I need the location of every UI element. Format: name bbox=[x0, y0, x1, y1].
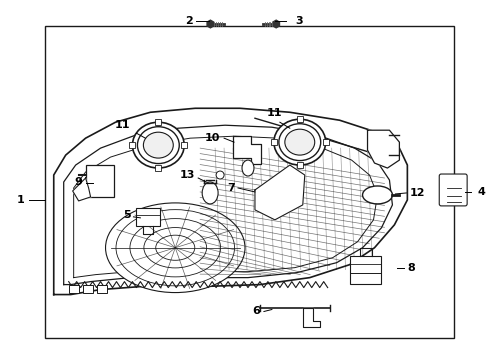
Bar bbox=[136, 208, 160, 226]
Text: 4: 4 bbox=[476, 187, 484, 197]
Text: 1: 1 bbox=[17, 195, 25, 205]
Polygon shape bbox=[206, 20, 213, 28]
Text: 8: 8 bbox=[407, 263, 414, 273]
Ellipse shape bbox=[105, 203, 244, 293]
Polygon shape bbox=[74, 136, 377, 278]
Ellipse shape bbox=[202, 182, 218, 204]
Ellipse shape bbox=[137, 127, 179, 163]
Polygon shape bbox=[272, 20, 279, 28]
Text: 5: 5 bbox=[122, 210, 130, 220]
Polygon shape bbox=[73, 178, 90, 201]
Polygon shape bbox=[54, 108, 407, 294]
Text: 12: 12 bbox=[408, 188, 424, 198]
Bar bbox=[270, 139, 276, 145]
Bar bbox=[129, 142, 135, 148]
FancyBboxPatch shape bbox=[438, 174, 466, 206]
Bar bbox=[68, 285, 79, 293]
Bar bbox=[155, 165, 161, 171]
Ellipse shape bbox=[278, 124, 320, 161]
Bar bbox=[45, 26, 453, 338]
Bar bbox=[82, 285, 92, 293]
Ellipse shape bbox=[216, 171, 224, 179]
Text: 3: 3 bbox=[295, 17, 303, 27]
Polygon shape bbox=[254, 165, 304, 220]
Bar bbox=[322, 139, 328, 145]
Polygon shape bbox=[233, 136, 261, 164]
Ellipse shape bbox=[242, 160, 253, 176]
Ellipse shape bbox=[362, 186, 392, 204]
Ellipse shape bbox=[132, 122, 184, 168]
Bar bbox=[181, 142, 187, 148]
Ellipse shape bbox=[143, 132, 173, 158]
Text: 11: 11 bbox=[266, 108, 282, 118]
Bar bbox=[296, 162, 302, 168]
Polygon shape bbox=[302, 307, 319, 328]
Polygon shape bbox=[367, 130, 399, 168]
Bar bbox=[296, 116, 302, 122]
Text: 11: 11 bbox=[115, 120, 130, 130]
Text: 7: 7 bbox=[227, 183, 235, 193]
Bar bbox=[155, 119, 161, 125]
Bar bbox=[96, 285, 106, 293]
Text: 10: 10 bbox=[204, 133, 220, 143]
Text: 9: 9 bbox=[75, 177, 82, 187]
Text: 2: 2 bbox=[185, 17, 193, 27]
Bar bbox=[349, 256, 381, 284]
Ellipse shape bbox=[285, 129, 314, 155]
Polygon shape bbox=[63, 125, 392, 285]
Text: 13: 13 bbox=[180, 170, 195, 180]
Bar bbox=[85, 165, 113, 197]
Text: 6: 6 bbox=[251, 306, 260, 316]
Ellipse shape bbox=[273, 119, 325, 165]
